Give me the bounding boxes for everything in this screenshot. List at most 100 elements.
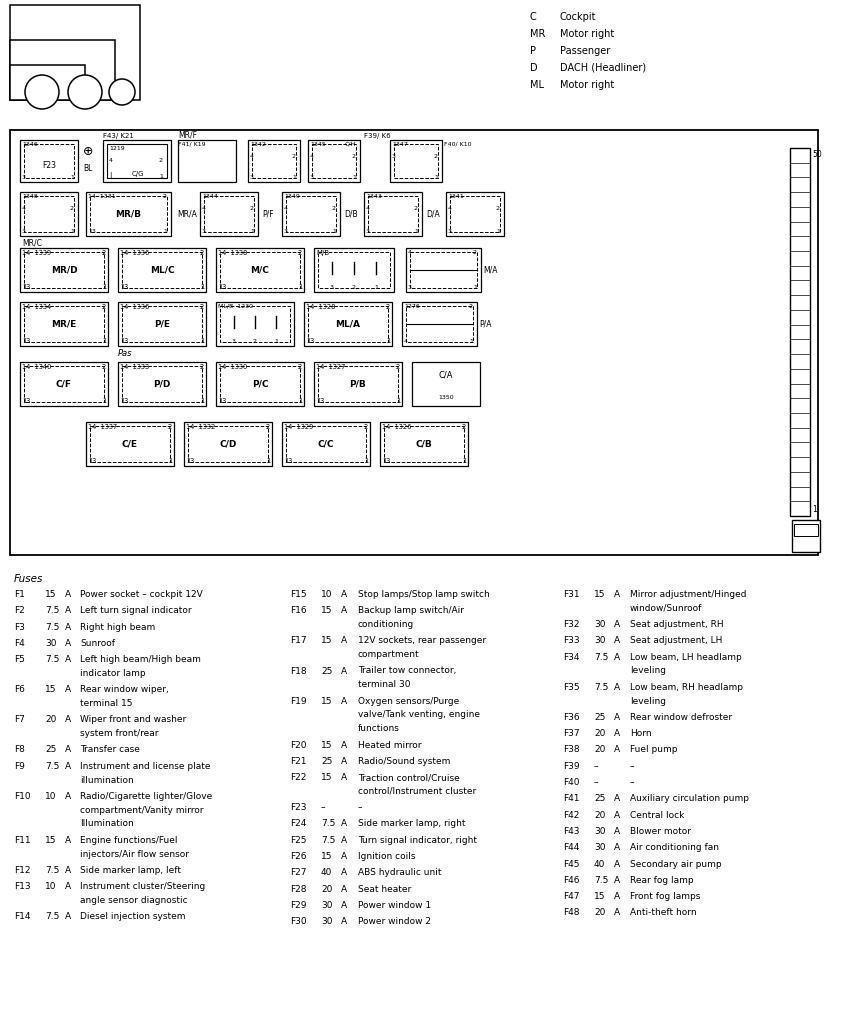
Text: F13: F13 bbox=[14, 883, 31, 891]
Text: ML/C: ML/C bbox=[150, 265, 174, 274]
Text: 2: 2 bbox=[200, 364, 204, 370]
Text: 13: 13 bbox=[316, 398, 324, 404]
Text: P/E: P/E bbox=[154, 319, 170, 329]
Text: 10: 10 bbox=[45, 883, 56, 891]
Text: Front fog lamps: Front fog lamps bbox=[630, 892, 700, 901]
Text: C/G: C/G bbox=[132, 171, 144, 177]
Text: compartment/Vanity mirror: compartment/Vanity mirror bbox=[80, 806, 203, 815]
Bar bbox=[406, 248, 481, 292]
Text: 1345: 1345 bbox=[310, 142, 326, 147]
Text: Rear window wiper,: Rear window wiper, bbox=[80, 685, 169, 694]
Text: Rear fog lamp: Rear fog lamp bbox=[630, 876, 694, 885]
Text: 2: 2 bbox=[159, 159, 163, 164]
Text: F26: F26 bbox=[290, 852, 307, 861]
Text: Central lock: Central lock bbox=[630, 811, 684, 819]
Bar bbox=[24, 306, 104, 342]
Text: A: A bbox=[341, 740, 347, 750]
Bar bbox=[24, 366, 104, 402]
Text: A: A bbox=[614, 713, 620, 722]
Text: 1276: 1276 bbox=[404, 304, 420, 309]
Text: 14  1331: 14 1331 bbox=[88, 194, 116, 199]
Bar bbox=[122, 306, 202, 342]
Text: 1: 1 bbox=[292, 175, 296, 180]
Text: 1: 1 bbox=[167, 458, 172, 464]
Text: A: A bbox=[65, 623, 71, 632]
Text: 1: 1 bbox=[414, 229, 418, 234]
Text: 4: 4 bbox=[250, 154, 254, 159]
Text: C/A: C/A bbox=[439, 370, 453, 379]
Text: A: A bbox=[341, 757, 347, 766]
Text: 14  1338: 14 1338 bbox=[218, 250, 247, 256]
Text: P/B: P/B bbox=[349, 380, 366, 388]
Text: Radio/Cigarette lighter/Glove: Radio/Cigarette lighter/Glove bbox=[80, 792, 212, 801]
Text: F17: F17 bbox=[290, 636, 307, 645]
Text: Illumination: Illumination bbox=[80, 819, 133, 828]
Text: F35: F35 bbox=[563, 683, 580, 692]
Text: Heated mirror: Heated mirror bbox=[358, 740, 422, 750]
Text: A: A bbox=[614, 859, 620, 868]
Bar bbox=[200, 193, 258, 236]
Bar bbox=[24, 196, 74, 232]
Text: 10: 10 bbox=[321, 590, 332, 599]
Bar bbox=[412, 362, 480, 406]
Text: F11: F11 bbox=[14, 836, 31, 845]
Text: F2: F2 bbox=[14, 606, 25, 615]
Text: 2: 2 bbox=[253, 339, 257, 344]
Text: 1348: 1348 bbox=[22, 194, 37, 199]
Text: F16: F16 bbox=[290, 606, 307, 615]
Text: P/F: P/F bbox=[262, 210, 274, 218]
Text: 1: 1 bbox=[462, 458, 466, 464]
Text: Cockpit: Cockpit bbox=[560, 12, 597, 22]
Bar bbox=[118, 302, 206, 346]
Text: 25: 25 bbox=[594, 713, 605, 722]
Text: 13: 13 bbox=[186, 458, 195, 464]
Text: –: – bbox=[321, 803, 326, 812]
Text: A: A bbox=[341, 868, 347, 878]
Bar bbox=[90, 426, 170, 462]
Circle shape bbox=[109, 79, 135, 105]
Text: ⊕: ⊕ bbox=[82, 145, 94, 158]
Text: Rear window defroster: Rear window defroster bbox=[630, 713, 732, 722]
Text: valve/Tank venting, engine: valve/Tank venting, engine bbox=[358, 711, 480, 720]
Text: 50: 50 bbox=[812, 150, 822, 159]
Bar bbox=[107, 144, 167, 178]
Text: Trailer tow connector,: Trailer tow connector, bbox=[358, 667, 456, 676]
Text: MR/D: MR/D bbox=[51, 265, 77, 274]
Text: 1347: 1347 bbox=[392, 142, 408, 147]
Text: 4: 4 bbox=[202, 207, 206, 212]
Text: A: A bbox=[65, 716, 71, 724]
Text: F15: F15 bbox=[290, 590, 307, 599]
Text: Right high beam: Right high beam bbox=[80, 623, 156, 632]
Text: A: A bbox=[65, 745, 71, 755]
Text: control/Instrument cluster: control/Instrument cluster bbox=[358, 786, 476, 796]
Text: 3: 3 bbox=[366, 229, 370, 234]
Text: 30: 30 bbox=[594, 621, 605, 629]
Text: F4: F4 bbox=[14, 639, 25, 648]
Bar bbox=[282, 193, 340, 236]
Bar bbox=[10, 5, 140, 100]
Text: F36: F36 bbox=[563, 713, 580, 722]
Text: F23: F23 bbox=[290, 803, 307, 812]
Bar bbox=[794, 524, 818, 536]
Text: F45: F45 bbox=[563, 859, 580, 868]
Text: A: A bbox=[614, 652, 620, 662]
Text: 1: 1 bbox=[200, 338, 204, 344]
Bar bbox=[450, 196, 500, 232]
Text: F46: F46 bbox=[563, 876, 580, 885]
Text: A: A bbox=[614, 621, 620, 629]
Text: leveling: leveling bbox=[630, 696, 666, 706]
Text: F19: F19 bbox=[290, 696, 307, 706]
Text: F8: F8 bbox=[14, 745, 25, 755]
Bar bbox=[314, 248, 394, 292]
Text: 3: 3 bbox=[232, 339, 236, 344]
Text: 15: 15 bbox=[45, 685, 56, 694]
Text: D/B: D/B bbox=[344, 210, 358, 218]
Text: 2: 2 bbox=[102, 304, 106, 310]
Bar bbox=[220, 366, 300, 402]
Text: F33: F33 bbox=[563, 636, 580, 645]
Text: P/C: P/C bbox=[252, 380, 269, 388]
Text: –: – bbox=[358, 803, 362, 812]
Text: illumination: illumination bbox=[80, 775, 133, 784]
Text: 20: 20 bbox=[594, 811, 605, 819]
Text: F12: F12 bbox=[14, 866, 31, 874]
